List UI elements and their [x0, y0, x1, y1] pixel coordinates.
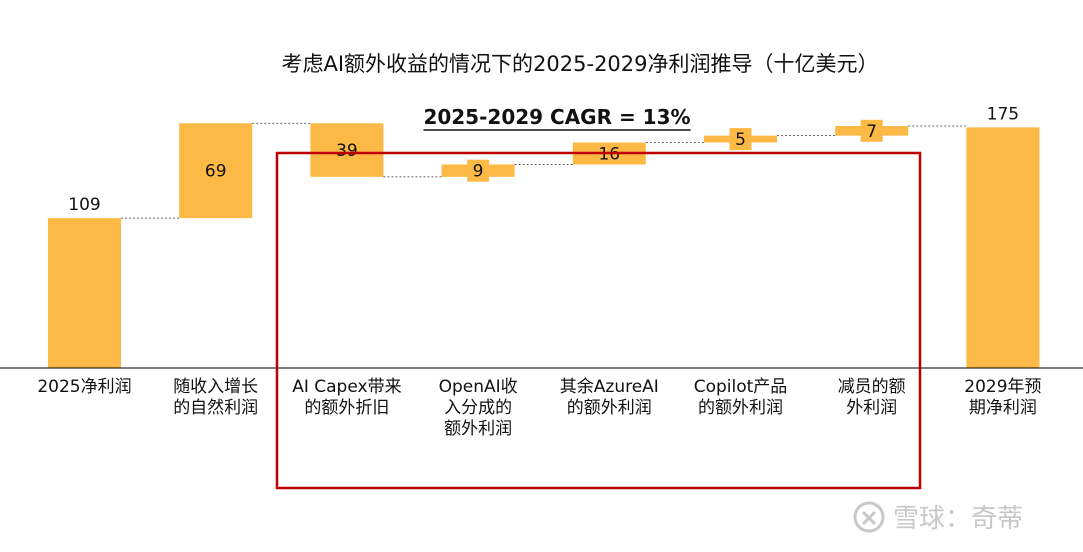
- label-box-3: [467, 159, 490, 182]
- value-label-2: 39: [336, 141, 358, 161]
- label-box-5: [729, 128, 752, 151]
- value-label-7: 175: [987, 104, 1019, 124]
- value-label-6: 7: [866, 122, 877, 142]
- value-label-0: 109: [68, 195, 100, 215]
- value-label-1: 69: [205, 162, 227, 182]
- bar-2: [310, 123, 384, 177]
- label-box-6: [860, 119, 883, 142]
- bars-group: [48, 119, 1040, 368]
- watermark-text: 雪球：奇蒂: [893, 504, 1023, 534]
- bar-7: [966, 127, 1040, 368]
- value-labels-group: 109 69 39 9 16 5 7 175: [68, 104, 1019, 215]
- watermark: 雪球：奇蒂: [853, 501, 1023, 534]
- value-label-4: 16: [598, 145, 620, 165]
- bar-1: [179, 123, 253, 219]
- connectors-group: [121, 122, 967, 219]
- value-label-3: 9: [473, 162, 484, 182]
- chart-title: 考虑AI额外收益的情况下的2025-2029净利润推导（十亿美元）: [281, 52, 878, 76]
- watermark-logo-icon: [853, 501, 885, 533]
- category-label-5: Copilot产品的额外利润: [694, 377, 788, 418]
- category-label-1: 随收入增长的自然利润: [173, 377, 258, 418]
- category-label-2: AI Capex带来的额外折旧: [292, 377, 401, 418]
- category-label-0: 2025净利润: [37, 377, 131, 397]
- chart-subtitle: 2025-2029 CAGR = 13%: [423, 105, 690, 129]
- highlight-box: [275, 151, 922, 490]
- bar-0: [48, 218, 121, 368]
- category-label-7: 2029年预期净利润: [964, 377, 1041, 418]
- category-label-4: 其余AzureAI 的额外利润: [560, 377, 659, 418]
- category-label-3: OpenAI收入分成的额外利润: [439, 377, 518, 439]
- value-label-5: 5: [735, 130, 746, 150]
- category-labels-group: 2025净利润 随收入增长的自然利润 AI Capex带来的额外折旧 OpenAI收入…: [37, 377, 1041, 439]
- category-label-6: 减员的额外利润: [838, 377, 906, 418]
